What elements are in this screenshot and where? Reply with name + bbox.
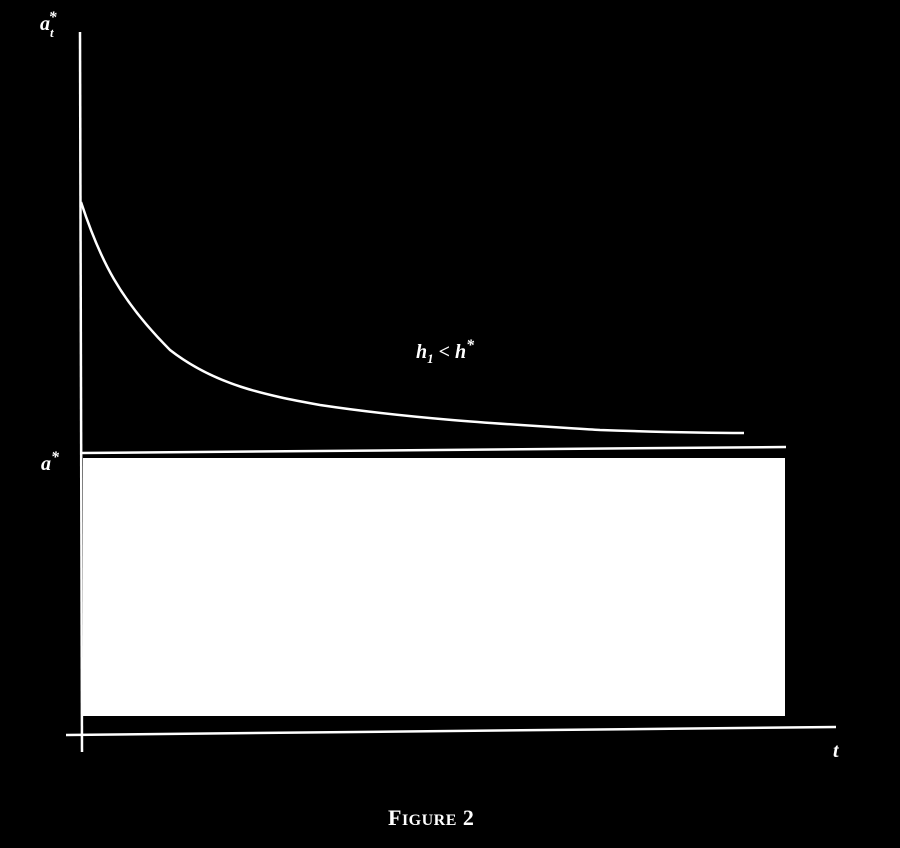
- steady-state-line: [81, 445, 787, 455]
- figure-caption: FIGURE 2: [388, 805, 474, 830]
- x-axis-label: t: [833, 740, 840, 762]
- x-axis: [65, 725, 837, 737]
- y-axis: [78, 31, 84, 753]
- adjustment-curve: [79, 201, 745, 435]
- y-axis-label: at*: [40, 9, 58, 40]
- shaded-region: [83, 458, 785, 716]
- curve-label: h1 < h*: [416, 337, 475, 366]
- steady-state-label: a*: [41, 449, 60, 475]
